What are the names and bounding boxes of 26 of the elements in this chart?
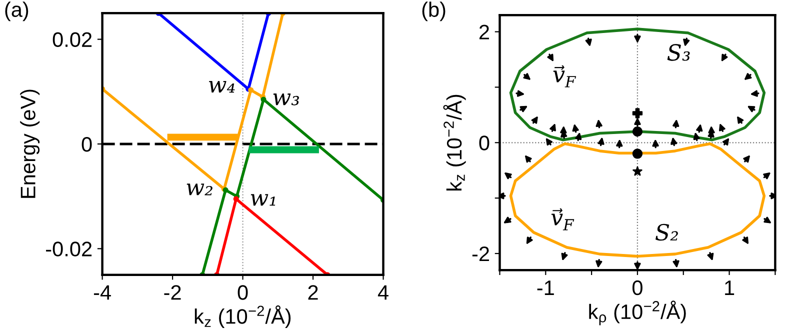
x-tick-label: -4 — [94, 285, 111, 300]
y-tick-label: 0.02 — [52, 32, 92, 48]
annotation: w₂ — [186, 184, 212, 196]
x-tick-label: -1 — [537, 280, 554, 295]
x-tick-label: 2 — [308, 285, 318, 300]
annotation: w₃ — [273, 94, 299, 106]
x-tick-label: 1 — [725, 280, 734, 295]
x-tick-label: 0 — [238, 285, 248, 300]
x-tick-label: 4 — [378, 285, 388, 300]
chart-title: (a) — [5, 2, 28, 22]
y-axis-title: k$_{z}$ (10$^{−2}$/Å) — [443, 94, 466, 190]
x-axis-title: k$_{ρ}$ (10$^{−2}$/Å) — [589, 300, 686, 326]
y-tick-label: 0 — [82, 136, 92, 152]
y-tick-label: -0.02 — [46, 242, 92, 256]
annotation: w₁ — [250, 194, 276, 206]
annotation: S₃ — [667, 44, 690, 61]
y-tick-label: 0 — [479, 136, 490, 150]
y-axis-title: Energy (eV) — [20, 90, 40, 198]
y-tick-label: -2 — [472, 246, 489, 262]
x-tick-label: 0 — [632, 280, 642, 296]
annotation: w₄ — [209, 80, 235, 93]
annotation: S₂ — [656, 224, 678, 241]
chart-title: (b) — [422, 2, 446, 22]
x-axis-title: k$_{z}$ (10$^{−2}$/Å) — [194, 305, 291, 328]
y-tick-label: 2 — [479, 24, 489, 40]
x-tick-label: -2 — [164, 285, 181, 300]
